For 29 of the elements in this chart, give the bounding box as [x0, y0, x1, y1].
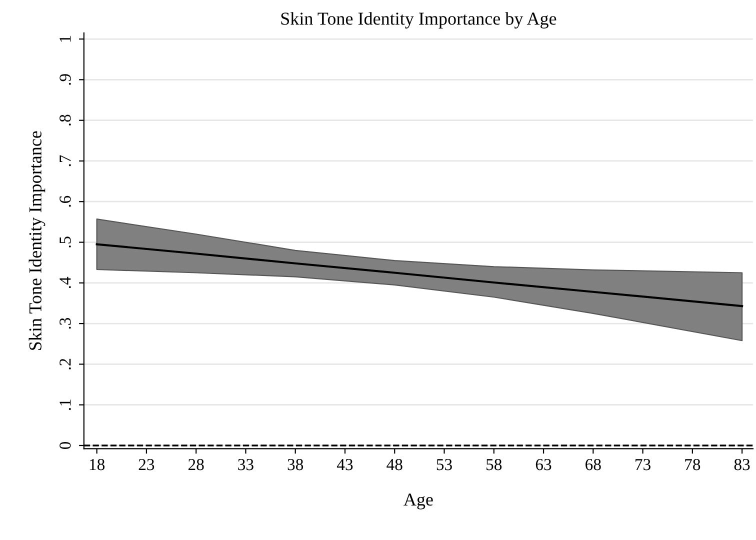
- y-tick-label: .7: [60, 155, 71, 166]
- y-tick-label: .9: [60, 74, 71, 85]
- x-tick-label: 43: [336, 458, 353, 470]
- y-tick-label: .4: [60, 276, 71, 288]
- y-tick-label: .8: [60, 114, 71, 126]
- y-tick-label: .3: [60, 318, 71, 329]
- y-tick-label: 1: [60, 36, 71, 42]
- x-tick-label: 33: [238, 458, 254, 470]
- y-tick-label: .6: [60, 196, 71, 207]
- x-tick-label: 73: [636, 458, 650, 470]
- x-axis-title: Age: [404, 494, 433, 510]
- x-tick-label: 83: [734, 458, 750, 470]
- x-tick-label: 78: [685, 458, 700, 470]
- x-tick-label: 48: [386, 458, 402, 470]
- x-tick-label: 23: [138, 458, 154, 470]
- y-tick-label: .2: [60, 358, 71, 370]
- x-tick-label: 53: [436, 458, 452, 470]
- y-tick-label: 0: [60, 442, 71, 450]
- y-tick-label: .1: [60, 400, 71, 410]
- x-tick-label: 38: [288, 458, 304, 470]
- x-tick-label: 68: [586, 458, 601, 470]
- x-tick-label: 58: [486, 458, 502, 470]
- y-axis-title: Skin Tone Identity Importance: [28, 131, 46, 350]
- x-tick-label: 28: [188, 458, 204, 470]
- x-tick-label: 18: [90, 458, 105, 470]
- y-tick-label: .5: [60, 236, 71, 248]
- x-tick-label: 63: [536, 458, 552, 470]
- line-series: [96, 243, 744, 308]
- chart-title: Skin Tone Identity Importance by Age: [281, 12, 556, 29]
